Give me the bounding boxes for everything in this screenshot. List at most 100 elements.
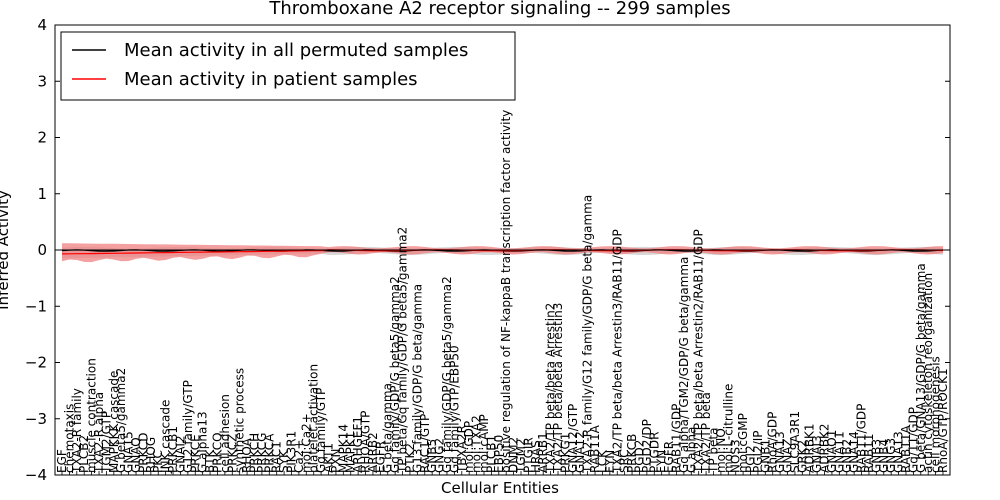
y-tick-label: 3 (37, 72, 47, 90)
entity-label: PRKCG (255, 433, 269, 473)
entity-label: GNB3 (869, 439, 883, 473)
entity-label: RhoA/GDP (766, 412, 780, 473)
entity-label: TXA2/TP beta/beta Arrestin3 (551, 303, 565, 474)
entity-label: GNA12 (573, 431, 587, 473)
entity-label: ADRBK2 (818, 423, 832, 473)
entity-label: TGM2/GTP (99, 411, 113, 474)
y-tick-label: −3 (25, 410, 47, 428)
entity-label: TGM2 (514, 438, 528, 474)
entity-label: GNAI3 (810, 435, 824, 473)
y-tick-label: 4 (37, 16, 47, 34)
entity-label: mol:cAMP (477, 414, 491, 473)
entity-label: TBXA2R (455, 425, 469, 474)
entity-label: Gq family/GDP/G beta5/gamma2 (440, 276, 454, 473)
entity-label: PRKCB1 (166, 426, 180, 473)
entity-label: RHOA/GTP (359, 411, 373, 473)
entity-label: G beta5/gamma2 (114, 368, 128, 473)
entity-label: G beta/GNA13/GDP/G beta/gamma (914, 263, 928, 473)
entity-label: Gq alpha/TGM2/GDP/G beta/gamma (677, 257, 691, 473)
entity-label: TP beta (707, 428, 721, 474)
entity-label: PLCB2 (77, 435, 91, 473)
entity-label: EGFR (662, 441, 676, 473)
entity-label: PRKCE (188, 434, 202, 473)
y-tick-label: 2 (37, 129, 47, 147)
entity-label: GNAI2 (174, 435, 188, 473)
y-axis: 4 3 2 1 0 −1 −2 −3 −4 (25, 16, 950, 484)
entity-label: platelet activation (307, 364, 321, 473)
chart-title: Thromboxane A2 receptor signaling -- 299… (268, 0, 730, 19)
y-tick-label: 0 (37, 241, 47, 259)
entity-label: GNAO1 (825, 430, 839, 473)
entity-label: MAPK1 (344, 432, 358, 473)
entity-label: ADRBK1 (803, 423, 817, 473)
entity-label: RAC1 (270, 441, 284, 473)
entity-label: Gq family/GTP/EBP50 (447, 345, 461, 473)
entity-label: G13 family/GDP/G beta/gamma (410, 284, 424, 473)
entity-label: mol:GDP (462, 421, 476, 473)
entity-label: synthetic process (233, 368, 247, 473)
entity-label: TXA2-R family (70, 388, 84, 474)
entity-label: PGI2/IP (751, 430, 765, 473)
entity-label: Ca2+ (292, 440, 306, 473)
entity-label: GNA13 (892, 431, 906, 473)
entity-label: SLC9A3R1 (788, 411, 802, 473)
entity-label: Gq/11/GDP (906, 407, 920, 473)
entity-label: PKC (151, 450, 165, 473)
entity-label: JNK cascade (159, 400, 173, 474)
entity-label: RAC1/GTP (418, 414, 432, 473)
entity-label: SYK (277, 449, 291, 473)
entity-label: GNA14 (847, 431, 861, 473)
entity-label: AKT1 (322, 443, 336, 473)
entity-label: RHOG (144, 437, 158, 473)
entity-label: EGF (55, 449, 69, 473)
entity-label: PLCB1 (484, 435, 498, 473)
entity-label: GNAZ (781, 438, 795, 473)
entity-label: G alpha (684, 427, 698, 473)
entity-label: ARRB2 (366, 432, 380, 473)
entity-label: PGD2/DP (640, 419, 654, 473)
entity-label: GNB2 (840, 439, 854, 473)
entity-label: TP beta/Gq family/GDP/G beta5/gamma2 (396, 227, 410, 474)
entity-label: TXA2/TP beta/beta Arrestin3/RAB11/GDP (610, 229, 624, 474)
entity-label: TXA2-R alpha (92, 392, 106, 474)
entity-label: mol:L-citrulline (721, 384, 735, 473)
entity-label: RAB11/GDP (855, 404, 869, 473)
entity-label: PRKCQ (211, 432, 225, 473)
entity-label: FYN (655, 450, 669, 473)
entity-label: EGFR (373, 441, 387, 473)
entity-label: GNB4 (877, 439, 891, 473)
entity-label: SRC (618, 449, 632, 473)
legend-label-permuted: Mean activity in all permuted samples (124, 40, 468, 61)
entity-label: cell adhesion (218, 394, 232, 473)
y-tick-label: −4 (25, 466, 47, 484)
entity-label: GNA11 (832, 431, 846, 473)
entity-label: MAPKKK cascade (107, 371, 121, 473)
entity-label: NOS3 (729, 439, 743, 473)
entity-label: MAPK14 (336, 424, 350, 473)
entity-label: PRKCB (625, 434, 639, 473)
entity-label: LCK (595, 449, 609, 473)
patient-band (62, 243, 943, 263)
x-axis (61, 471, 944, 475)
x-axis-title: Cellular Entities (441, 479, 559, 497)
entity-label: PGD2 (633, 440, 647, 473)
entity-label: PGI2 (744, 445, 758, 473)
entity-label: GNG3 (884, 438, 898, 473)
entity-label: RAB11A (588, 424, 602, 473)
entity-label: EBP50 (492, 435, 506, 473)
entity-label: mol:cGMP (736, 413, 750, 473)
entity-label: GNB5 (425, 439, 439, 473)
entity-label: positive regulation of NF-kappaB transcr… (499, 110, 513, 473)
entity-label: mol:NO (714, 428, 728, 473)
entity-label: TXA2/TP beta/beta Arrestin2/RAB11/GDP (692, 229, 706, 474)
entity-label: HRAS (529, 440, 543, 473)
entity-label: GRK2 (795, 440, 809, 473)
entity-label: PXN (329, 449, 343, 473)
entity-label: PTK2 (403, 443, 417, 473)
legend: Mean activity in all permuted samples Me… (60, 31, 516, 101)
entity-label: PRKCD (136, 433, 150, 473)
entity-label: cell morphogenesis (929, 356, 943, 473)
entity-label: GNB1 (758, 439, 772, 473)
entity-label: BTK (203, 448, 217, 473)
